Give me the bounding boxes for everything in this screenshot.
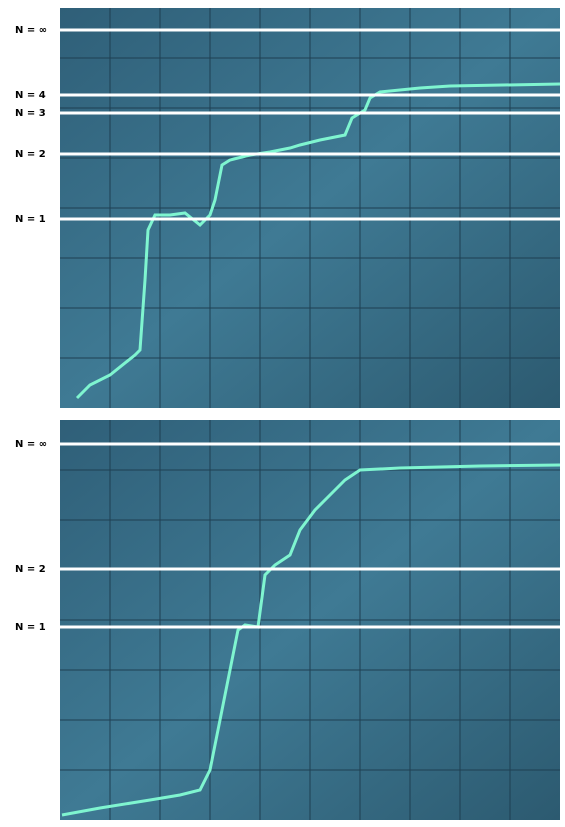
level-label: N = 3 <box>15 108 46 119</box>
trace-top <box>75 82 561 400</box>
level-label: N = 1 <box>15 214 46 225</box>
trace-bottom <box>61 463 561 817</box>
level-label: N = ∞ <box>15 25 47 36</box>
level-labels: N = ∞ N = 4 N = 3 N = 2 N = 1 N = ∞ N = 2 N = 1 <box>15 25 560 633</box>
grid-bottom <box>60 420 560 820</box>
level-label: N = ∞ <box>15 439 47 450</box>
level-label: N = 4 <box>15 90 46 101</box>
level-label: N = 1 <box>15 622 46 633</box>
grid-top <box>60 8 560 408</box>
level-label: N = 2 <box>15 564 46 575</box>
level-label: N = 2 <box>15 149 46 160</box>
